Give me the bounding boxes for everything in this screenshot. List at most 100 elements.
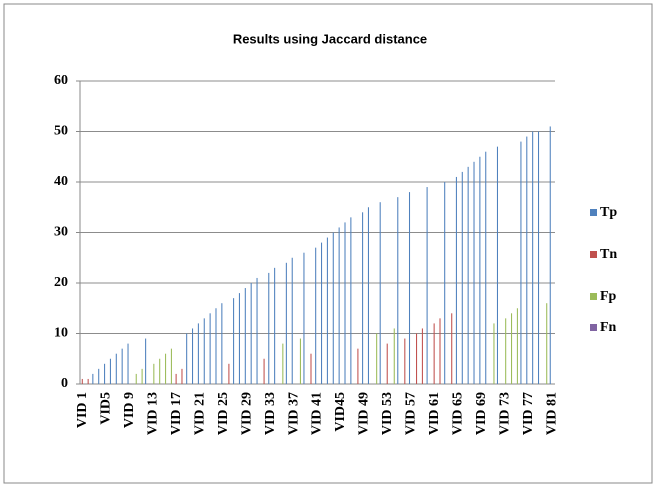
bar — [221, 303, 223, 384]
x-tick-label: VID 33 — [263, 392, 278, 435]
y-tick-label: 30 — [54, 225, 68, 240]
bar — [379, 202, 381, 384]
bar — [549, 126, 551, 384]
y-tick-label: 0 — [61, 376, 68, 391]
bar — [485, 151, 487, 384]
bar — [505, 318, 507, 384]
bar — [526, 136, 528, 384]
bar — [393, 328, 395, 384]
bar — [467, 166, 469, 384]
legend-swatch — [590, 293, 597, 300]
bar — [426, 187, 428, 384]
bar — [315, 247, 317, 384]
x-tick-label: VID5 — [99, 392, 114, 425]
legend-label: Tp — [600, 205, 617, 220]
x-tick-label: VID 61 — [427, 392, 442, 435]
legend-label: Tn — [600, 247, 617, 262]
x-tick-label: VID 13 — [146, 392, 161, 435]
legend-label: Fn — [600, 320, 617, 335]
bar — [439, 318, 441, 384]
y-tick-label: 60 — [54, 73, 68, 88]
bar — [244, 288, 246, 384]
bar — [215, 308, 217, 384]
bar — [546, 303, 548, 384]
bar — [397, 197, 399, 384]
bar — [310, 353, 312, 384]
bar — [153, 363, 155, 384]
bar — [104, 363, 106, 384]
bar — [228, 363, 230, 384]
bar — [416, 333, 418, 384]
bar — [274, 267, 276, 384]
x-tick-label: VID 25 — [216, 392, 231, 435]
bar — [362, 212, 364, 384]
bar — [493, 323, 495, 384]
bar — [367, 207, 369, 384]
bar — [461, 171, 463, 384]
bar — [203, 318, 205, 384]
bar — [537, 131, 540, 384]
x-tick-label: VID 21 — [192, 392, 207, 435]
bar — [238, 293, 240, 384]
legend-swatch — [590, 324, 597, 331]
bar — [479, 156, 481, 384]
bar — [192, 328, 194, 384]
bar — [408, 192, 411, 384]
legend-swatch — [590, 251, 597, 258]
bar — [181, 368, 183, 384]
bar — [282, 343, 284, 384]
bar — [92, 373, 94, 384]
y-tick-label: 40 — [54, 174, 68, 189]
bar — [135, 373, 137, 384]
bar — [532, 131, 534, 384]
y-tick-label: 20 — [54, 275, 68, 290]
x-tick-label: VID 17 — [169, 392, 184, 435]
x-tick-label: VID 49 — [357, 392, 372, 435]
bar — [444, 182, 446, 384]
x-tick-label: VID 1 — [75, 392, 90, 428]
bar — [303, 252, 305, 384]
bar — [299, 338, 301, 384]
bar — [404, 338, 406, 384]
bar — [250, 283, 252, 384]
bar — [285, 262, 287, 384]
x-tick-label: VID45 — [333, 392, 348, 432]
x-tick-label: VID 77 — [521, 392, 536, 435]
bar — [473, 161, 475, 384]
bar — [326, 237, 328, 384]
bar — [233, 298, 235, 384]
x-tick-label: VID 41 — [310, 392, 325, 435]
bar — [121, 348, 123, 384]
bar — [175, 373, 177, 384]
legend-label: Fp — [600, 289, 617, 304]
bar — [186, 333, 188, 384]
x-tick-label: VID 69 — [474, 392, 489, 435]
bar — [511, 313, 513, 384]
bar — [159, 358, 161, 384]
bar — [520, 141, 522, 384]
bar — [165, 353, 167, 384]
bar — [433, 323, 435, 384]
bar — [209, 313, 211, 384]
chart-border — [3, 3, 653, 484]
bar — [338, 227, 340, 384]
bar — [81, 378, 83, 384]
chart-title: Results using Jaccard distance — [233, 31, 427, 46]
bar — [141, 368, 143, 384]
bar — [87, 378, 89, 384]
bar — [98, 368, 100, 384]
bar — [321, 242, 323, 384]
legend-swatch — [590, 209, 597, 216]
x-tick-label: VID 57 — [404, 392, 419, 435]
bar — [197, 323, 199, 384]
bar — [357, 348, 359, 384]
bar — [344, 222, 346, 384]
bar — [109, 358, 111, 384]
y-tick-label: 50 — [54, 124, 68, 139]
bar — [386, 343, 388, 384]
bar — [256, 277, 258, 384]
bar — [115, 353, 117, 384]
bar — [263, 358, 265, 384]
x-tick-label: VID 29 — [239, 392, 254, 435]
